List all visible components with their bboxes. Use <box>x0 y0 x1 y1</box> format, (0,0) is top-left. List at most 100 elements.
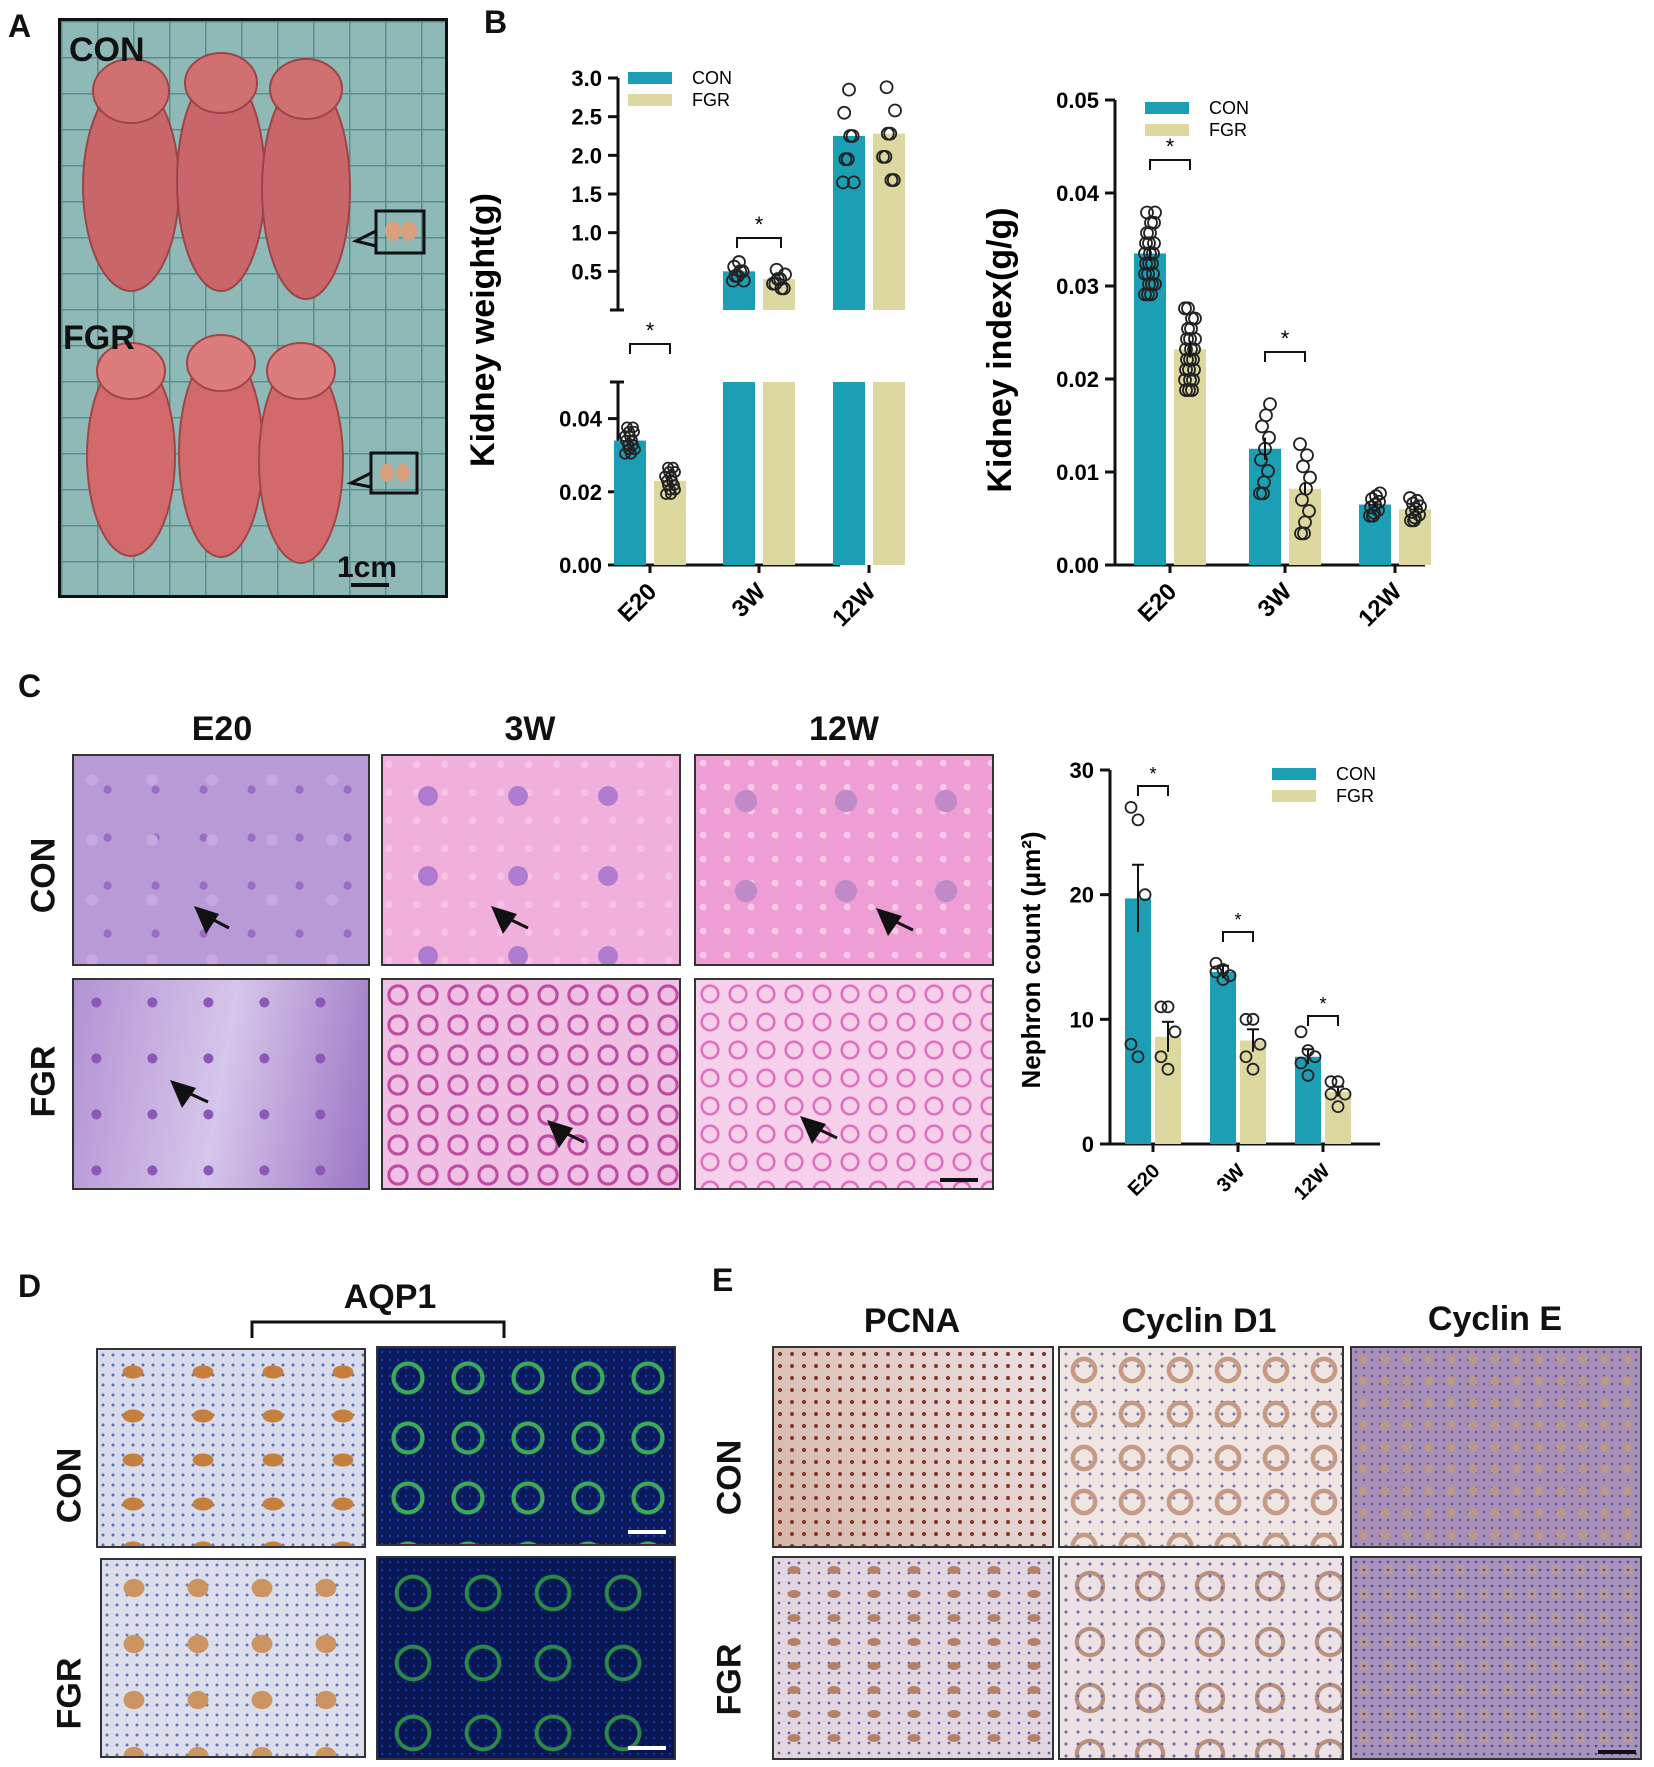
x-tick-label-3w: 3W <box>727 578 772 623</box>
significance-star: * <box>1281 326 1290 351</box>
data-point <box>1263 397 1277 412</box>
data-point <box>1223 969 1237 983</box>
c-col-e20: E20 <box>191 710 253 748</box>
data-point <box>838 152 853 167</box>
y-tick-label: 1.5 <box>571 182 602 207</box>
bar-fgr-12w <box>873 133 905 310</box>
bar-fgr-12w-lower <box>873 382 905 565</box>
data-point <box>1256 486 1270 501</box>
x-tick-label-12w: 12W <box>1353 578 1407 632</box>
data-point <box>1216 973 1230 986</box>
y-tick-label: 0.02 <box>1056 367 1099 392</box>
bar-fgr-e20 <box>1155 1036 1181 1144</box>
he-con-3w <box>381 754 681 966</box>
data-point <box>1261 464 1275 478</box>
data-point <box>627 421 639 434</box>
data-point <box>1302 504 1316 518</box>
significance-star: * <box>1234 910 1241 930</box>
data-point <box>1253 1037 1267 1051</box>
data-point <box>1308 1050 1322 1064</box>
c-row-fgr: FGR <box>24 1045 63 1118</box>
bar-con-12w-lower <box>833 382 865 565</box>
c-col-12w: 12W <box>809 710 879 748</box>
aqp1-ihc-fgr <box>100 1558 366 1758</box>
aqp1-if-con <box>376 1346 676 1546</box>
legend-swatch-fgr <box>628 94 672 106</box>
data-point <box>1246 1012 1260 1026</box>
data-point <box>1209 956 1223 970</box>
legend-label-con: CON <box>692 68 732 88</box>
data-point <box>1131 813 1145 827</box>
he-fgr-12w <box>694 978 994 1190</box>
significance-bracket <box>736 237 782 248</box>
data-point <box>732 255 746 269</box>
data-point <box>1185 383 1199 398</box>
y-tick-label: 30 <box>1070 758 1094 783</box>
data-point <box>1410 493 1424 508</box>
kidney-inset-con <box>351 209 426 255</box>
data-point <box>1259 408 1273 423</box>
pcna-fgr <box>772 1556 1054 1760</box>
data-point <box>1161 1062 1175 1076</box>
legend-label-fgr: FGR <box>1209 120 1247 140</box>
significance-star: * <box>1149 764 1156 784</box>
he-con-12w <box>694 754 994 966</box>
data-point <box>1239 1012 1253 1026</box>
data-point <box>1148 277 1162 292</box>
significance-star: * <box>755 212 764 237</box>
data-point <box>1301 1044 1315 1057</box>
data-point <box>1338 1087 1352 1101</box>
significance-star: * <box>1319 994 1326 1014</box>
e-col-pcna: PCNA <box>863 1302 961 1340</box>
panel-label-a: A <box>8 8 32 44</box>
data-point <box>769 262 784 277</box>
bar-con-3w <box>1210 971 1236 1144</box>
data-point <box>728 269 743 283</box>
data-point <box>837 105 852 120</box>
fgr-pups <box>86 334 344 564</box>
data-point <box>766 276 780 291</box>
data-point <box>1262 430 1276 445</box>
y-tick-label: 2.0 <box>571 143 602 168</box>
aqp1-if-fgr <box>376 1556 676 1760</box>
data-point <box>1168 1025 1182 1039</box>
e-col-cyclin-e: Cyclin E <box>1427 1300 1563 1338</box>
group-label-con: CON <box>69 31 145 69</box>
legend-label-con: CON <box>1209 98 1249 118</box>
legend-swatch-fgr <box>1145 124 1189 136</box>
data-point <box>1246 1062 1260 1076</box>
panel-label-b: B <box>484 4 508 40</box>
data-point <box>842 82 856 97</box>
x-tick-label-12w: 12W <box>827 578 881 632</box>
y-tick-label: 0.00 <box>559 553 602 578</box>
significance-bracket <box>1137 785 1169 796</box>
data-point <box>1303 470 1317 485</box>
data-point <box>1331 1075 1345 1089</box>
panel-label-e: E <box>712 1262 734 1298</box>
data-point <box>1296 459 1310 474</box>
x-tick-label-3w: 3W <box>1253 578 1298 623</box>
data-point <box>1131 1050 1145 1064</box>
legend-swatch-con <box>628 72 672 84</box>
data-point <box>1407 513 1421 528</box>
bar-con-12w <box>1295 1056 1321 1144</box>
pup-photo: CON FGR 1cm <box>58 18 448 598</box>
panel-label-c: C <box>18 668 42 704</box>
data-point <box>1294 1025 1308 1039</box>
bar-con-e20 <box>1134 253 1166 565</box>
data-point <box>836 175 850 190</box>
data-point <box>1255 419 1269 434</box>
y-tick-label: 0.05 <box>1056 88 1099 113</box>
data-point <box>1145 256 1159 271</box>
data-point <box>1148 205 1162 220</box>
significance-bracket <box>629 343 671 354</box>
y-tick-label: 0.5 <box>571 259 602 284</box>
y-tick-label: 1.0 <box>571 221 602 246</box>
y-tick-label: 20 <box>1070 883 1094 908</box>
pcna-con <box>772 1346 1054 1548</box>
data-point <box>1209 965 1223 979</box>
data-point <box>1124 801 1138 814</box>
significance-star: * <box>646 318 655 343</box>
data-point <box>1324 1087 1338 1101</box>
data-point <box>1293 437 1307 452</box>
